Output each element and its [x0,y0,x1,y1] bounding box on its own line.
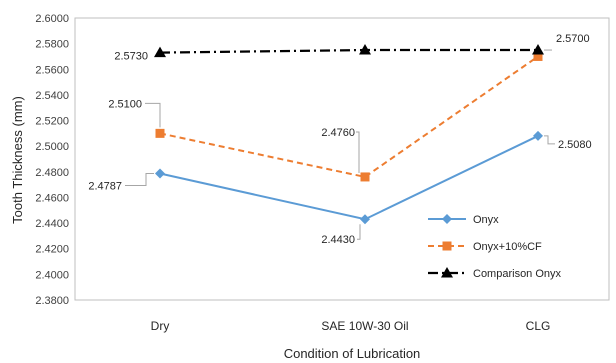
legend-item: Comparison Onyx [428,267,562,280]
y-tick-label: 2.5200 [35,116,69,128]
data-label: 2.5080 [558,139,592,151]
legend-swatch-marker [441,267,453,278]
y-tick-label: 2.4800 [35,167,69,179]
series-line [159,135,539,221]
data-point [533,51,543,61]
legend-item: Onyx [428,214,499,226]
data-label: 2.5700 [556,33,590,45]
data-point [154,46,166,58]
data-point [155,128,165,138]
leader-line [544,135,555,145]
y-tick-label: 2.4600 [35,192,69,204]
leader-line [356,131,360,173]
data-point [360,214,370,225]
y-tick-label: 2.5400 [35,90,69,102]
legend-label: Comparison Onyx [473,268,562,280]
x-axis-title: Condition of Lubrication [284,346,421,361]
y-tick-labels: 2.3800 2.4000 2.4200 2.4400 2.4600 2.4800 2.50… [35,13,69,307]
series-group [154,44,544,225]
y-tick-label: 2.4000 [35,269,69,281]
x-tick-label: SAE 10W-30 Oil [321,319,408,333]
legend-label: Onyx+10%CF [473,241,542,253]
legend-item: Onyx+10%CF [428,241,542,253]
data-point [533,130,543,141]
legend-swatch-marker [442,241,452,251]
legend-label: Onyx [473,214,499,226]
y-tick-label: 2.5000 [35,141,69,153]
legend: Onyx Onyx+10%CF Comparison Onyx [428,214,562,280]
plot-frame [74,17,610,301]
data-point [360,172,370,182]
leader-line [125,172,154,186]
data-point [359,44,371,55]
data-labels: 2.4787 2.4430 2.5080 2.5100 2.4760 2.5730 2.57… [88,33,591,246]
data-label: 2.4760 [321,127,355,139]
data-point [532,44,544,55]
y-tick-label: 2.5600 [35,64,69,76]
y-tick-label: 2.4200 [35,244,69,256]
legend-swatch-marker [442,214,452,224]
y-tick-label: 2.3800 [35,295,69,307]
y-tick-label: 2.6000 [35,13,69,25]
series-line [159,55,539,179]
data-label: 2.5100 [108,98,142,110]
data-label: 2.4430 [321,234,355,246]
leader-line [357,224,361,240]
data-label: 2.5730 [114,51,148,63]
leader-line [145,102,161,128]
series-line [159,48,538,54]
data-point [155,168,165,179]
x-tick-label: CLG [526,319,551,333]
x-tick-labels: Dry SAE 10W-30 Oil CLG [151,319,551,333]
y-axis-title: Tooth Thickness (mm) [10,96,25,224]
data-label: 2.4787 [88,180,122,192]
y-tick-label: 2.5800 [35,39,69,51]
x-tick-label: Dry [151,319,170,333]
y-tick-label: 2.4400 [35,218,69,230]
